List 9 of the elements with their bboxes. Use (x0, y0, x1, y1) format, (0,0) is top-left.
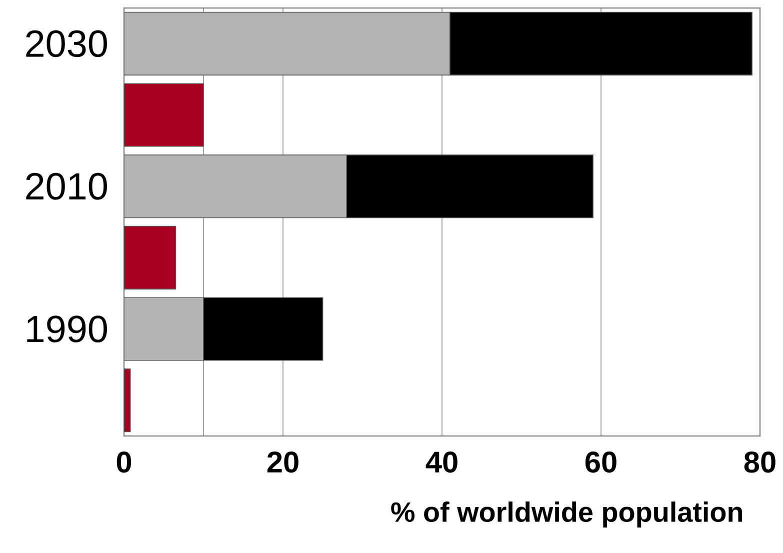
x-axis-title: % of worldwide population (391, 502, 742, 528)
y-tick-label: 1990 (27, 316, 107, 342)
x-tick-label: 60 (585, 452, 616, 473)
y-tick-label: 2030 (26, 30, 107, 58)
y-tick-label: 2010 (26, 172, 107, 200)
x-tick-label: 80 (744, 452, 776, 473)
x-tick-label: 0 (116, 452, 132, 473)
x-tick-label: 40 (426, 452, 458, 473)
x-tick-label: 20 (267, 452, 298, 473)
